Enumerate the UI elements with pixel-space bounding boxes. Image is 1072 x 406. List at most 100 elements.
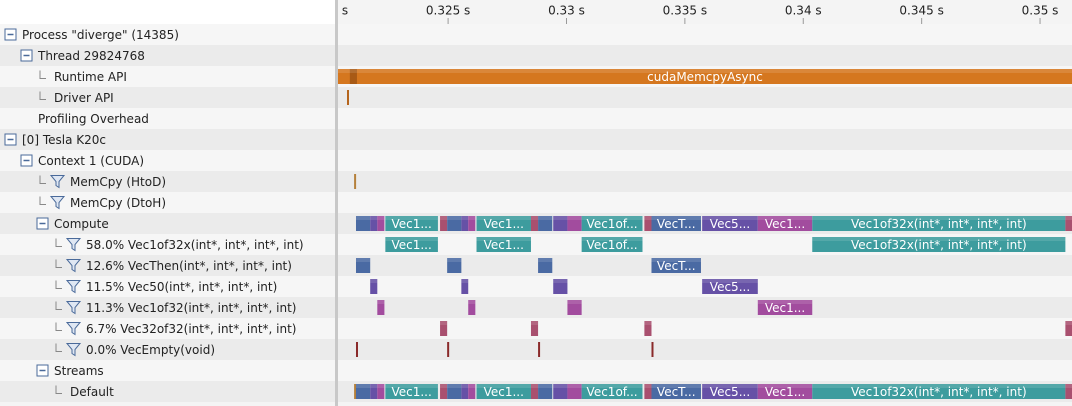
activity-bar[interactable] — [651, 258, 701, 273]
activity-bar[interactable] — [377, 300, 385, 315]
activity-bar[interactable] — [530, 216, 539, 231]
activity-bar[interactable] — [553, 216, 568, 231]
activity-bar[interactable] — [530, 384, 539, 399]
activity-bar[interactable] — [1065, 216, 1072, 231]
activity-bar[interactable] — [385, 384, 438, 399]
activity-bar[interactable] — [349, 69, 357, 84]
activity-bar[interactable] — [461, 279, 469, 294]
activity-bar[interactable] — [567, 300, 582, 315]
activity-bar[interactable] — [461, 216, 469, 231]
activity-bar[interactable] — [468, 300, 476, 315]
activity-bar[interactable] — [651, 384, 701, 399]
activity-bar[interactable] — [581, 384, 643, 399]
bar-highlight — [377, 216, 385, 220]
activity-bar[interactable] — [1065, 384, 1072, 399]
bar-highlight — [581, 237, 643, 241]
activity-bar[interactable] — [476, 384, 531, 399]
splitter[interactable] — [335, 0, 338, 406]
activity-bar[interactable] — [538, 384, 553, 399]
activity-bar[interactable] — [812, 216, 1066, 231]
activity-bar[interactable] — [644, 216, 652, 231]
activity-bar[interactable] — [476, 216, 531, 231]
activity-bar[interactable] — [567, 384, 582, 399]
row-background — [0, 45, 1072, 66]
activity-bar[interactable] — [468, 216, 476, 231]
bar-highlight — [1065, 216, 1072, 220]
activity-bar[interactable] — [377, 384, 385, 399]
activity-bar[interactable] — [461, 384, 469, 399]
bar-label: Vec1of... — [587, 217, 638, 231]
row-label: 12.6% VecThen(int*, int*, int*, int) — [86, 259, 292, 273]
bar-label: Vec5... — [710, 385, 750, 399]
activity-bar[interactable] — [447, 342, 450, 357]
bar-highlight — [447, 384, 462, 388]
activity-bar[interactable] — [538, 216, 553, 231]
row-label: Context 1 (CUDA) — [38, 154, 144, 168]
filter-icon[interactable] — [65, 259, 82, 273]
activity-bar[interactable] — [385, 216, 438, 231]
activity-bar[interactable] — [702, 216, 758, 231]
activity-bar[interactable] — [644, 384, 652, 399]
filter-icon[interactable] — [65, 280, 82, 294]
activity-bar[interactable] — [553, 279, 568, 294]
activity-bar[interactable] — [757, 300, 813, 315]
tree-connector — [39, 175, 46, 184]
activity-bar[interactable] — [440, 321, 448, 336]
activity-bar[interactable] — [812, 237, 1066, 252]
bar-highlight — [702, 279, 758, 283]
activity-bar[interactable] — [447, 384, 462, 399]
activity-bar[interactable] — [476, 237, 531, 252]
filter-icon[interactable] — [49, 175, 66, 189]
activity-bar[interactable] — [440, 216, 448, 231]
activity-bar[interactable] — [530, 321, 539, 336]
ruler-label: 0.32 s — [311, 4, 348, 18]
activity-bar[interactable] — [757, 216, 813, 231]
activity-bar[interactable] — [757, 384, 813, 399]
activity-bar[interactable] — [346, 90, 349, 105]
activity-bar[interactable] — [1065, 321, 1072, 336]
activity-bar[interactable] — [377, 216, 385, 231]
filter-icon[interactable] — [65, 343, 82, 357]
filter-icon[interactable] — [65, 301, 82, 315]
row-label: 0.0% VecEmpty(void) — [86, 343, 215, 357]
activity-bar[interactable] — [330, 69, 1072, 84]
activity-bar[interactable] — [702, 384, 758, 399]
activity-bar[interactable] — [567, 216, 582, 231]
activity-bar[interactable] — [538, 258, 553, 273]
activity-bar[interactable] — [355, 216, 371, 231]
bar-highlight — [440, 384, 448, 388]
activity-bar[interactable] — [447, 216, 462, 231]
activity-bar[interactable] — [581, 216, 643, 231]
activity-bar[interactable] — [354, 174, 357, 189]
activity-bar[interactable] — [355, 258, 371, 273]
activity-bar[interactable] — [468, 384, 476, 399]
bar-label: Vec1of32x(int*, int*, int*, int) — [851, 385, 1027, 399]
activity-bar[interactable] — [447, 258, 462, 273]
activity-bar[interactable] — [355, 342, 358, 357]
bar-highlight — [468, 384, 476, 388]
activity-bar[interactable] — [651, 342, 654, 357]
activity-bar[interactable] — [553, 384, 568, 399]
row-background — [0, 360, 1072, 381]
activity-bar[interactable] — [370, 279, 378, 294]
activity-bar[interactable] — [581, 237, 643, 252]
activity-bar[interactable] — [812, 384, 1066, 399]
activity-bar[interactable] — [440, 384, 448, 399]
filter-icon[interactable] — [65, 322, 82, 336]
activity-bar[interactable] — [385, 237, 438, 252]
row-label: Thread 29824768 — [37, 49, 145, 63]
activity-bar[interactable] — [370, 384, 378, 399]
activity-bar[interactable] — [355, 384, 371, 399]
activity-bar[interactable] — [538, 342, 541, 357]
bar-highlight — [812, 216, 1066, 220]
activity-bar[interactable] — [644, 321, 652, 336]
activity-bar[interactable] — [354, 384, 357, 399]
filter-icon[interactable] — [65, 238, 82, 252]
activity-bar[interactable] — [370, 216, 378, 231]
bar-highlight — [757, 384, 813, 388]
activity-bar[interactable] — [702, 279, 758, 294]
tree-connector — [55, 238, 62, 247]
filter-icon[interactable] — [49, 196, 66, 210]
bar-highlight — [644, 321, 652, 325]
activity-bar[interactable] — [651, 216, 701, 231]
